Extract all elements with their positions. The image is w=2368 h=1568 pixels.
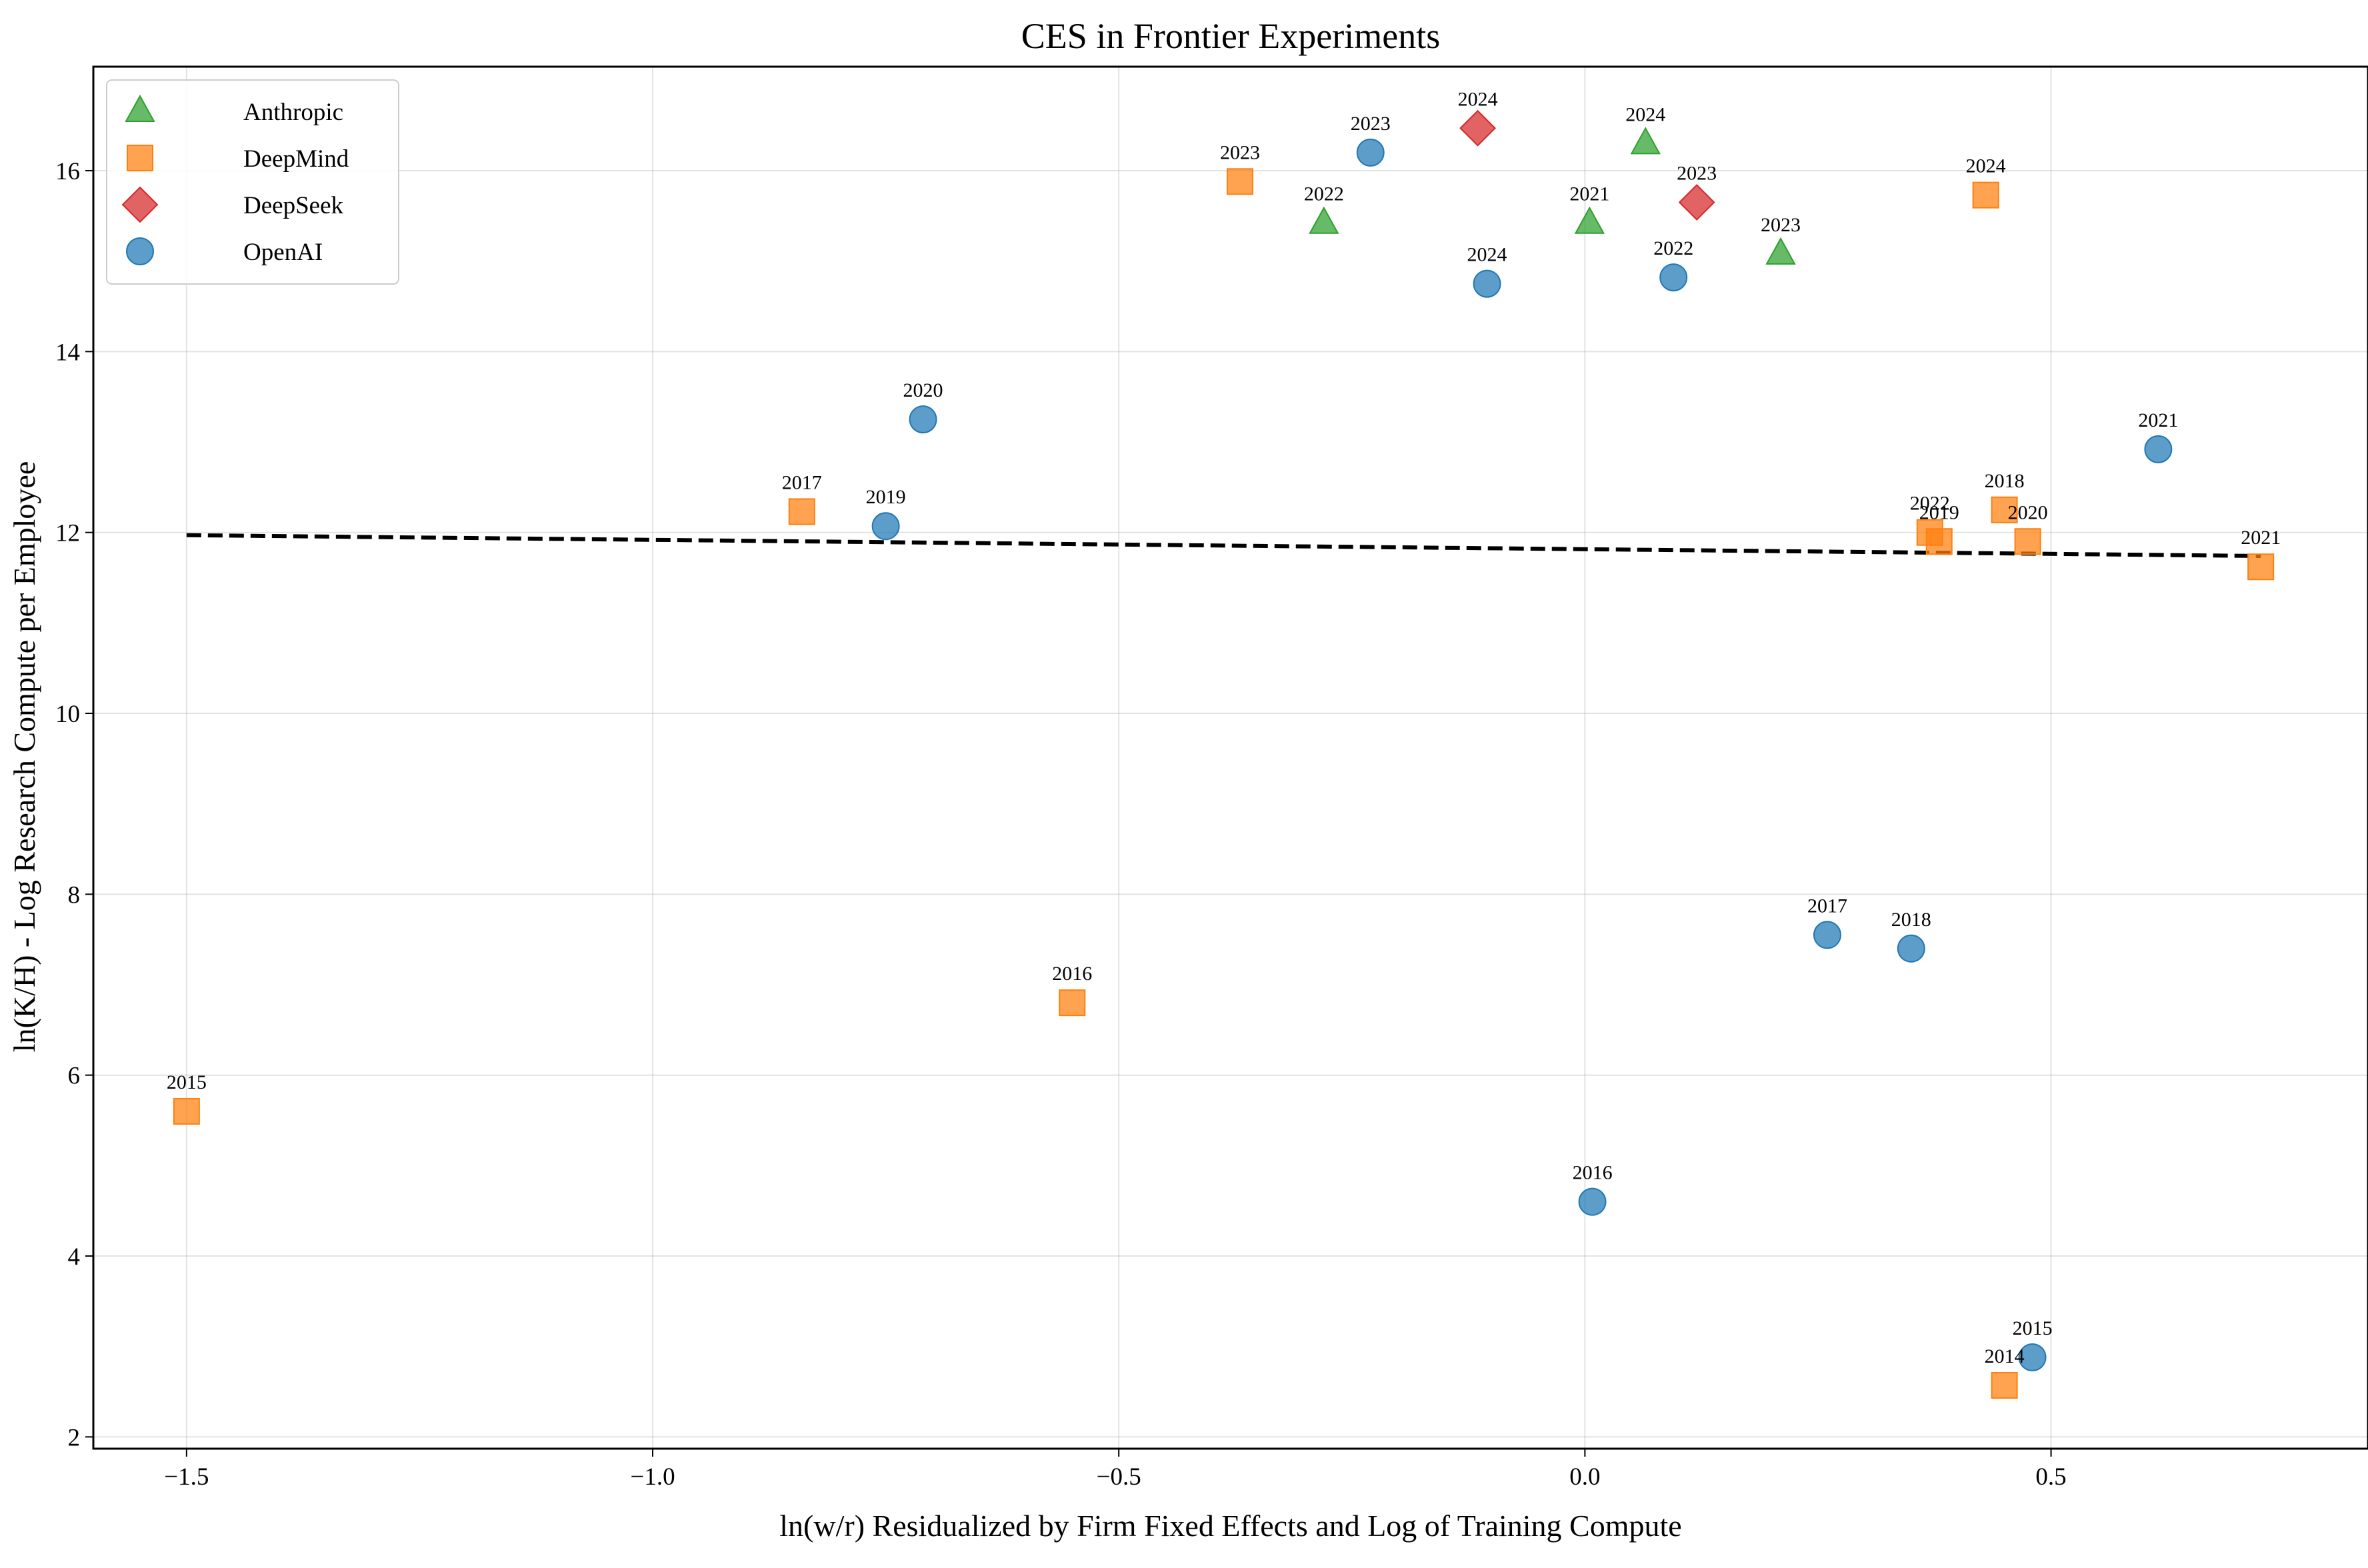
openai-point [2144, 435, 2173, 463]
y-tick-label: 8 [68, 881, 81, 909]
deepmind-point-label: 2016 [1052, 963, 1092, 985]
openai-point-label: 2019 [866, 486, 906, 508]
openai-point-label: 2021 [2138, 409, 2178, 431]
openai-point [1578, 1187, 1607, 1216]
deepmind-point [173, 1097, 200, 1125]
anthropic-point-label: 2022 [1304, 183, 1344, 205]
legend-deepmind-marker [127, 145, 153, 171]
deepmind-point-label: 2017 [782, 471, 822, 493]
grid-lines [93, 67, 2368, 1449]
trend-line-group [186, 533, 2261, 558]
legend-deepseek-label: DeepSeek [243, 192, 343, 219]
data-points [173, 109, 2275, 1399]
x-tick-label: −0.5 [1097, 1463, 1141, 1491]
chart-title: CES in Frontier Experiments [1021, 16, 1440, 56]
axis-ticks: −1.5 −1.0 −0.5 0.0 0.5 2 4 6 8 10 12 14 16 [55, 158, 2067, 1491]
x-tick-label: −1.5 [164, 1463, 209, 1491]
anthropic-point [1765, 237, 1796, 265]
legend: Anthropic DeepMind DeepSeek OpenAI [106, 79, 399, 285]
deepmind-point-label: 2023 [1220, 141, 1260, 163]
deepmind-point-label: 2014 [1985, 1345, 2025, 1367]
deepmind-point [1059, 989, 1086, 1017]
deepmind-point-label: 2024 [1966, 155, 2006, 177]
trend-line [186, 533, 2261, 558]
y-axis-label: ln(K/H) - Log Research Compute per Emplo… [7, 461, 41, 1053]
deepmind-point [1991, 1372, 2018, 1399]
openai-point [1356, 138, 1385, 167]
y-tick-label: 14 [55, 339, 80, 366]
y-tick-label: 16 [55, 158, 80, 185]
openai-point [2018, 1343, 2047, 1371]
deepmind-point-label: 2022 [1910, 493, 1950, 515]
anthropic-point-label: 2023 [1761, 214, 1801, 236]
legend-deepmind-label: DeepMind [243, 145, 349, 173]
legend-anthropic-marker [125, 94, 155, 122]
openai-point [1813, 921, 1841, 949]
legend-openai-label: OpenAI [243, 239, 323, 266]
anthropic-point [1574, 206, 1605, 234]
y-tick-label: 6 [68, 1063, 81, 1090]
deepmind-point-label: 2021 [2241, 527, 2281, 549]
openai-point [871, 512, 900, 541]
openai-point-label: 2018 [1891, 909, 1931, 931]
anthropic-point [1309, 206, 1339, 234]
openai-point [1897, 934, 1925, 963]
x-tick-label: −1.0 [630, 1463, 675, 1491]
anthropic-point [1630, 127, 1661, 155]
openai-point-label: 2015 [2013, 1317, 2053, 1339]
legend-anthropic-label: Anthropic [243, 99, 343, 126]
y-tick-label: 10 [55, 701, 80, 728]
anthropic-point-label: 2021 [1569, 183, 1609, 205]
x-axis-label: ln(w/r) Residualized by Firm Fixed Effec… [779, 1509, 1681, 1543]
openai-point [1659, 263, 1688, 292]
x-tick-label: 0.0 [1569, 1463, 1600, 1491]
deepmind-point [788, 498, 815, 525]
openai-point-label: 2017 [1807, 895, 1847, 917]
openai-point-label: 2022 [1653, 237, 1693, 259]
openai-point-label: 2016 [1573, 1162, 1613, 1184]
openai-point [1473, 269, 1501, 298]
y-tick-label: 4 [68, 1243, 81, 1271]
deepmind-point [1226, 168, 1253, 195]
legend-box [106, 79, 399, 285]
deepmind-point-label: 2015 [167, 1071, 207, 1093]
legend-deepseek-marker [121, 186, 159, 223]
openai-point-label: 2023 [1351, 113, 1391, 135]
deepseek-point-label: 2024 [1458, 88, 1498, 110]
deepseek-point [1678, 184, 1715, 221]
openai-point-label: 2020 [903, 379, 943, 401]
plot-area-frame [92, 65, 2368, 1450]
deepmind-point [1925, 528, 1953, 555]
deepmind-point-label: 2020 [2008, 501, 2048, 523]
deepmind-point [2247, 553, 2275, 581]
deepmind-point-label: 2019 [1919, 501, 1959, 523]
legend-openai-marker [126, 237, 154, 265]
y-tick-label: 12 [55, 520, 80, 547]
point-labels: 2022 2021 2024 2023 2015 2016 2017 2023 2024 2018… [167, 88, 2281, 1367]
deepseek-point-label: 2023 [1677, 163, 1717, 185]
deepmind-point [1991, 496, 2018, 523]
x-tick-label: 0.5 [2035, 1463, 2066, 1491]
deepseek-point [1459, 109, 1496, 147]
deepmind-point [1972, 181, 1999, 209]
legend-items: Anthropic DeepMind DeepSeek OpenAI [121, 94, 349, 266]
y-tick-label: 2 [68, 1424, 81, 1451]
deepmind-point-label: 2018 [1985, 470, 2025, 492]
openai-point [909, 405, 937, 434]
deepmind-point [2014, 528, 2041, 555]
anthropic-point-label: 2024 [1625, 103, 1665, 125]
openai-point-label: 2024 [1467, 244, 1507, 266]
